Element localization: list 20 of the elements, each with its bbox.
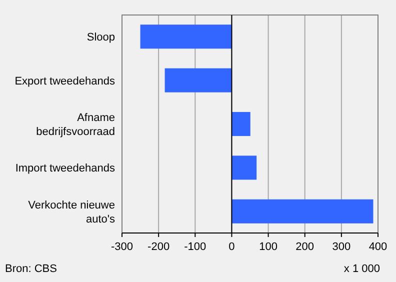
bar	[164, 68, 232, 92]
y-tick-label: Sloop	[86, 32, 115, 44]
x-tick-label: -100	[184, 241, 206, 253]
bar	[140, 24, 232, 49]
bar	[232, 112, 250, 136]
x-tick-label: 0	[228, 241, 235, 253]
y-tick-label: Export tweedehands	[14, 75, 116, 88]
x-tick-label: -200	[148, 241, 170, 253]
text: Bron: CBS	[5, 263, 57, 275]
x-tick-label: 300	[332, 241, 351, 253]
y-tick-label: Verkochte nieuwe auto's	[28, 199, 116, 226]
x-tick-label: 200	[296, 241, 314, 253]
bar	[232, 156, 257, 180]
x-tick-label: 400	[368, 241, 388, 253]
x-tick-label: 100	[259, 241, 278, 253]
text: x 1 000	[344, 263, 380, 275]
bar	[232, 199, 374, 224]
y-tick-label: Afname bedrijfsvoorraad	[36, 112, 115, 138]
y-tick-label: Import tweedehands	[15, 162, 116, 175]
x-tick-label: -300	[110, 241, 134, 253]
